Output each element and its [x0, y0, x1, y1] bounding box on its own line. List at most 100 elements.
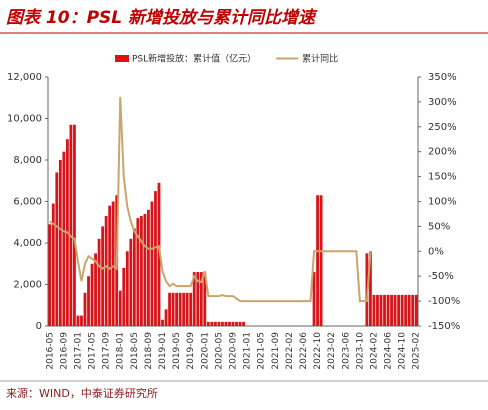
bar [369, 251, 372, 326]
bar [139, 216, 143, 326]
source: 来源：WIND，中泰证券研究所 [6, 386, 158, 400]
bar [196, 272, 200, 326]
bar [206, 321, 210, 326]
bar [69, 124, 73, 326]
bar [125, 251, 129, 326]
x-tick-label: 2021-09 [271, 332, 281, 370]
bar [175, 292, 179, 326]
bar [182, 292, 186, 326]
y-tick-label: 2,000 [13, 280, 42, 291]
bar [224, 321, 228, 326]
bar [143, 213, 147, 326]
x-tick-label: 2019-09 [186, 332, 196, 370]
bar [312, 272, 316, 326]
bar [210, 321, 214, 326]
bar [171, 292, 175, 326]
bar [97, 238, 101, 326]
bar [319, 195, 323, 326]
y-tick-label: 12,000 [7, 72, 42, 83]
y2-tick-label: 300% [428, 97, 457, 108]
bar [62, 151, 66, 326]
bar [386, 294, 390, 326]
y2-tick-label: 350% [428, 72, 457, 83]
x-tick-label: 2020-01 [200, 332, 210, 370]
bar [372, 294, 376, 326]
x-tick-label: 2024-10 [398, 332, 408, 370]
x-tick-label: 2019-01 [158, 332, 168, 370]
y2-tick-label: 100% [428, 197, 457, 208]
bar [108, 205, 112, 326]
bar [164, 309, 168, 326]
bar [157, 182, 161, 326]
y2-tick-label: 0% [428, 246, 444, 257]
bar [199, 272, 203, 326]
bar [94, 253, 97, 326]
bar [83, 292, 87, 326]
bar [154, 191, 157, 326]
bar [213, 321, 217, 326]
bar [58, 160, 62, 326]
bar [238, 321, 242, 326]
bar [203, 272, 207, 326]
x-tick-label: 2024-02 [369, 332, 379, 370]
x-tick-label: 2023-10 [355, 332, 365, 370]
bar [101, 226, 105, 326]
bar [150, 201, 154, 326]
x-tick-label: 2021-01 [243, 332, 253, 370]
x-tick-label: 2022-10 [313, 332, 323, 370]
bar [118, 290, 122, 326]
bar [192, 272, 196, 326]
bar [397, 294, 401, 326]
x-tick-label: 2022-02 [285, 332, 295, 370]
x-tick-label: 2018-01 [116, 332, 126, 370]
bar [168, 292, 171, 326]
x-tick-label: 2016-09 [59, 332, 69, 370]
bar [411, 294, 415, 326]
x-tick-label: 2021-05 [257, 332, 267, 370]
y2-tick-label: 200% [428, 147, 457, 158]
bar [242, 321, 245, 326]
bar [189, 292, 193, 326]
bar [147, 209, 150, 326]
y2-tick-label: 50% [428, 221, 450, 232]
y2-tick-label: 150% [428, 172, 457, 183]
y-tick-label: 4,000 [13, 238, 42, 249]
bar [90, 263, 94, 326]
x-tick-label: 2016-05 [45, 332, 55, 370]
legend-label: PSL新增投放：累计值（亿元） [132, 53, 256, 65]
bar [129, 238, 133, 326]
bar [235, 321, 238, 326]
legend-label: 累计同比 [302, 53, 338, 65]
bar [161, 319, 164, 326]
x-tick-label: 2020-05 [214, 332, 224, 370]
bar [228, 321, 231, 326]
x-tick-label: 2017-05 [88, 332, 98, 370]
bar [132, 228, 136, 326]
bar [111, 201, 115, 326]
y-tick-label: 8,000 [13, 155, 42, 166]
bar [404, 294, 408, 326]
bar [376, 294, 379, 326]
bar [221, 321, 224, 326]
y-tick-label: 6,000 [13, 197, 42, 208]
bar [390, 294, 393, 326]
bar [414, 294, 418, 326]
bar [76, 315, 80, 326]
bar [136, 218, 140, 326]
bar [73, 124, 76, 326]
bar [185, 292, 189, 326]
bar [122, 267, 126, 326]
x-tick-label: 2022-06 [299, 332, 309, 370]
bar [87, 276, 90, 326]
bar [407, 294, 411, 326]
legend-swatch [115, 55, 129, 62]
bar [316, 195, 319, 326]
x-tick-label: 2017-01 [73, 332, 83, 370]
bar [48, 224, 52, 326]
bar [80, 315, 83, 326]
x-tick-label: 2018-05 [130, 332, 140, 370]
x-tick-label: 2018-09 [144, 332, 154, 370]
x-tick-label: 2019-05 [172, 332, 182, 370]
y2-tick-label: -150% [428, 321, 460, 332]
